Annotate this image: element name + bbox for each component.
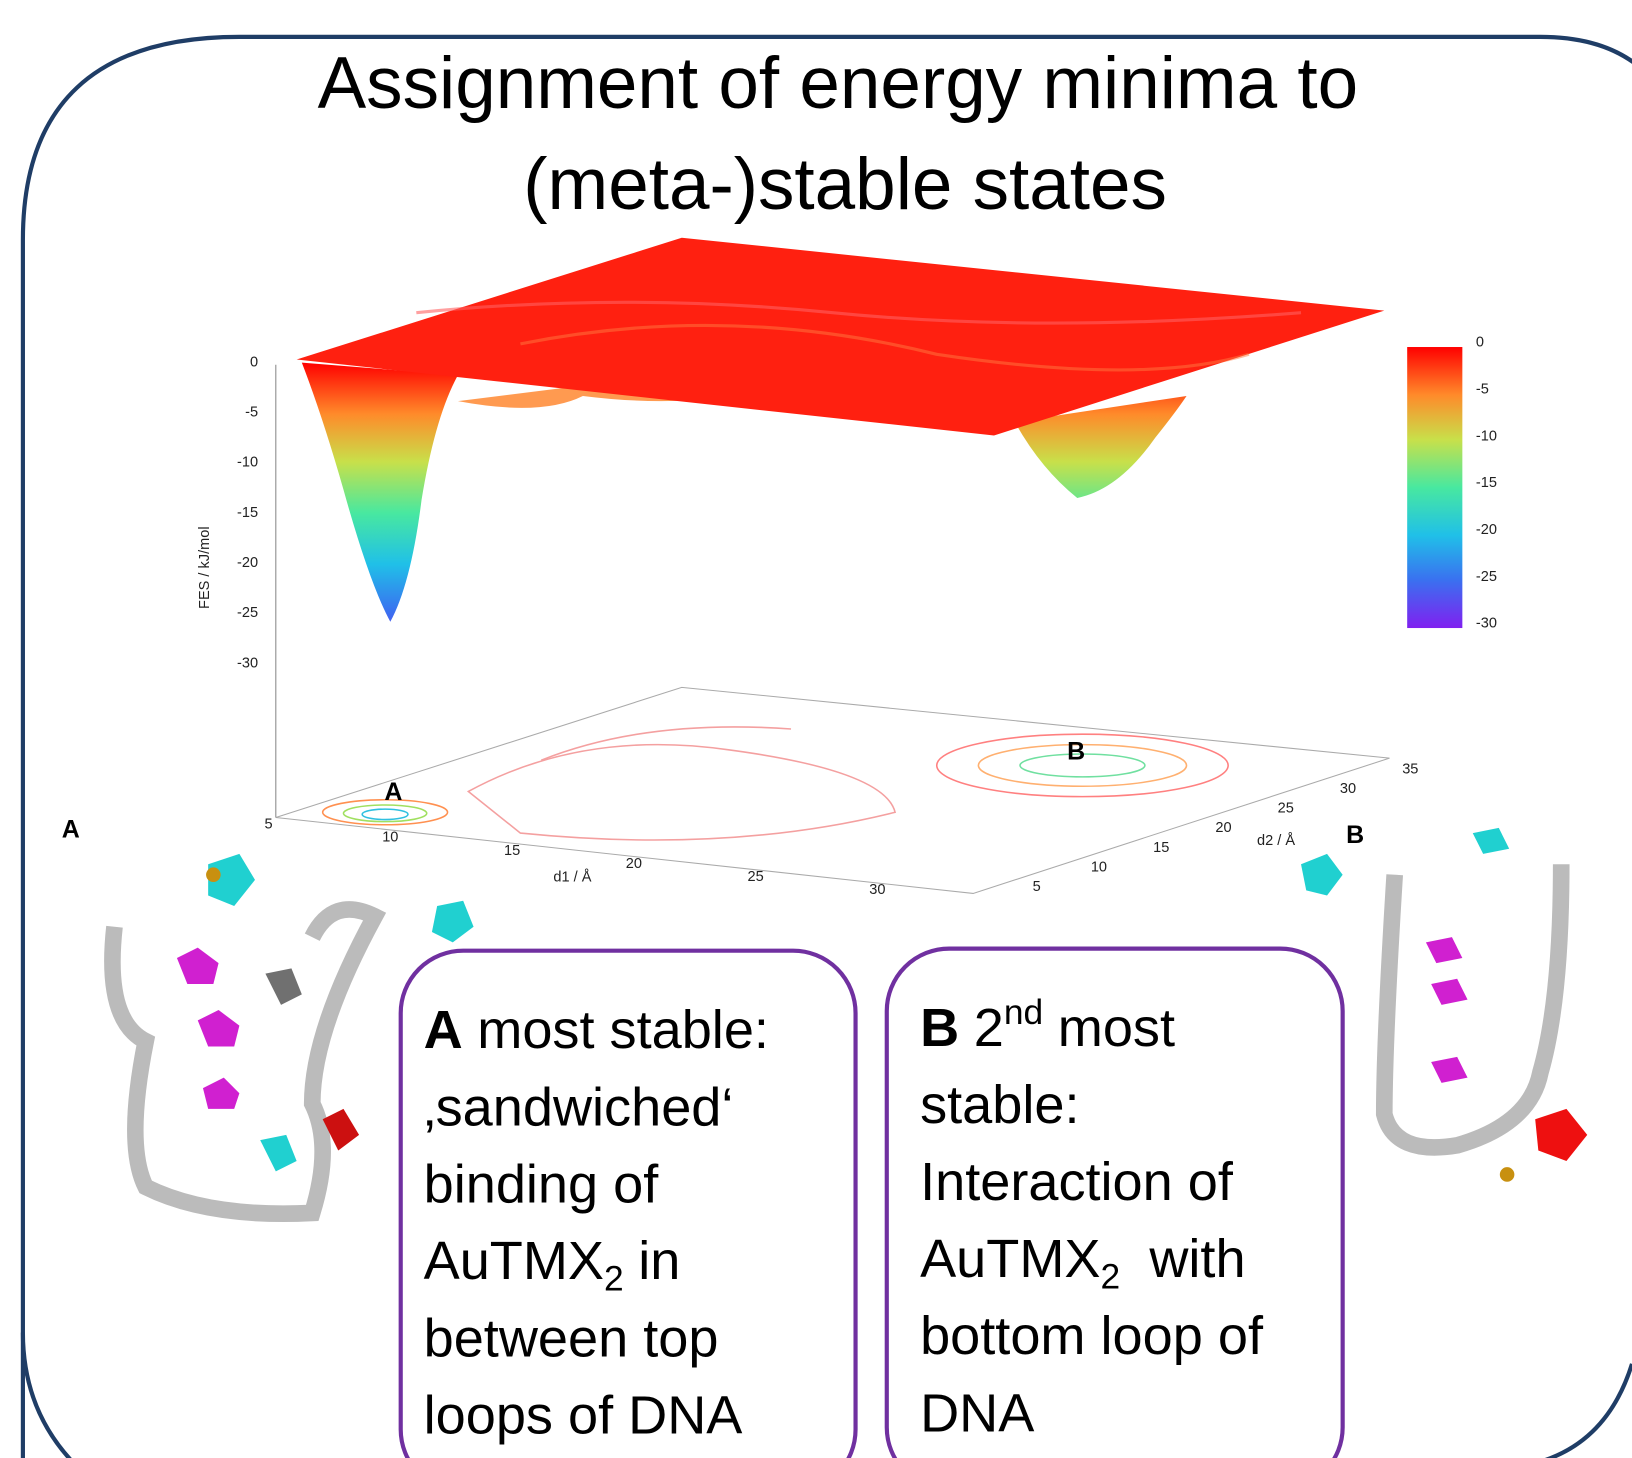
d2-tick-label: 20 (1215, 820, 1231, 836)
superscript: nd (1004, 994, 1043, 1033)
box-label: A (424, 1000, 463, 1060)
z-tick-label: -25 (237, 605, 258, 621)
ordinal: 2 (974, 998, 1004, 1058)
subscript: 2 (1100, 1258, 1120, 1297)
colorbar-tick-label: -5 (1476, 382, 1489, 398)
minimum-label: B (1067, 738, 1085, 766)
d1-tick-label: 20 (626, 856, 642, 872)
title-line: (meta-)stable states (523, 144, 1167, 225)
box-line: with (1148, 1229, 1245, 1289)
box-label: B (920, 998, 959, 1058)
slide: Assignment of energy minima to (meta-)st… (0, 0, 1632, 1458)
colorbar-tick-label: -10 (1476, 428, 1497, 444)
z-tick-label: -10 (237, 455, 258, 471)
box-line: Interaction of (920, 1152, 1234, 1212)
z-tick-label: -15 (237, 505, 258, 521)
subscript: 2 (604, 1260, 624, 1299)
z-axis-label: FES / kJ/mol (197, 526, 213, 609)
frame (23, 1333, 156, 1458)
fes-surface (276, 238, 1463, 894)
z-tick-label: 0 (250, 354, 258, 370)
d1-tick-label: 25 (748, 869, 764, 885)
d2-tick-label: 35 (1402, 761, 1418, 777)
box-line: ‚sandwiched‘ (424, 1077, 734, 1137)
colorbar-tick-label: 0 (1476, 335, 1484, 351)
colorbar-tick-label: -25 (1476, 569, 1497, 585)
box-line: most stable: (477, 1000, 769, 1060)
d2-tick-label: 5 (1033, 879, 1041, 895)
minimum-label: A (384, 778, 402, 806)
d2-tick-label: 15 (1153, 840, 1169, 856)
z-tick-label: -20 (237, 555, 258, 571)
d2-tick-label: 10 (1091, 859, 1107, 875)
box-line: between top (424, 1308, 719, 1368)
d2-tick-label: 30 (1340, 781, 1356, 797)
z-tick-label: -30 (237, 655, 258, 671)
d1-tick-label: 30 (869, 882, 885, 898)
x-axis-label: d1 / Å (553, 869, 591, 886)
d2-tick-label: 25 (1278, 801, 1294, 817)
colorbar-tick-label: -20 (1476, 522, 1497, 538)
box-line: loops of DNA (424, 1385, 743, 1445)
box-line: binding of (424, 1154, 660, 1214)
box-line: most (1058, 998, 1175, 1058)
structure-label: B (1346, 821, 1364, 849)
colorbar-tick-label: -30 (1476, 616, 1497, 632)
box-line: DNA (920, 1383, 1034, 1443)
d1-tick-label: 5 (264, 817, 272, 833)
frame (1509, 1364, 1632, 1458)
d1-tick-label: 15 (504, 843, 520, 859)
title-line: Assignment of energy minima to (318, 43, 1359, 124)
formula: AuTMX (424, 1231, 604, 1291)
box-line: bottom loop of (920, 1306, 1264, 1366)
colorbar-tick-label: -15 (1476, 475, 1497, 491)
box-line: in (638, 1231, 680, 1291)
d1-tick-label: 10 (382, 830, 398, 846)
structure-label: A (62, 816, 80, 844)
formula: AuTMX (920, 1229, 1100, 1289)
z-tick-label: -5 (245, 405, 258, 421)
box-line: stable: (920, 1075, 1079, 1135)
y-axis-label: d2 / Å (1257, 832, 1295, 849)
